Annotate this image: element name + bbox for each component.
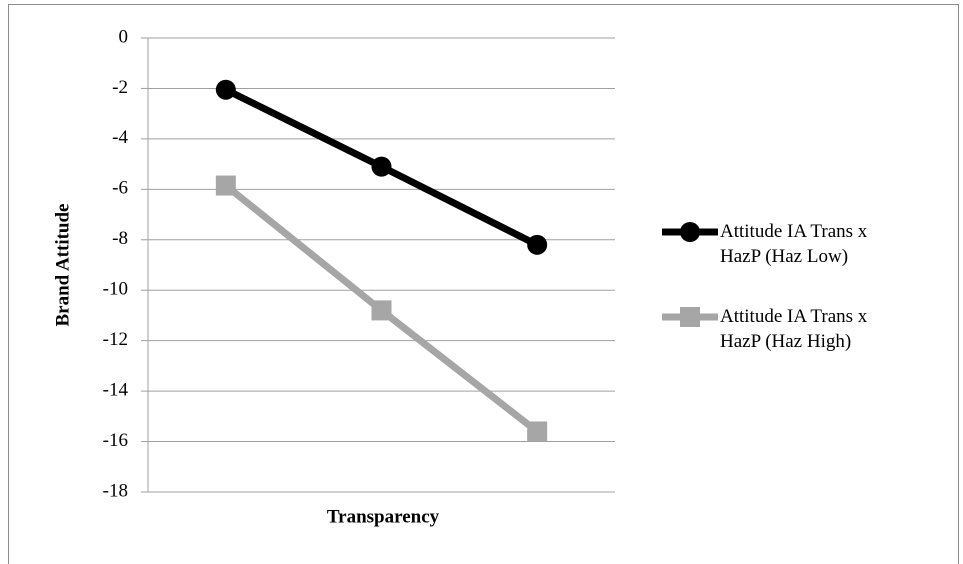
marker xyxy=(215,79,236,100)
y-axis-label: Brand Attitude xyxy=(52,204,73,327)
marker xyxy=(680,222,700,242)
y-tick-label: -14 xyxy=(103,379,129,400)
y-tick-label: -2 xyxy=(112,77,128,98)
marker xyxy=(680,307,700,327)
marker xyxy=(215,175,236,196)
y-tick-label: -18 xyxy=(103,480,128,501)
x-axis-label: Transparency xyxy=(327,506,440,527)
marker xyxy=(371,300,392,321)
y-tick-label: 0 xyxy=(119,26,129,47)
legend-label: Attitude IA Trans x HazP (Haz Low) xyxy=(720,221,868,267)
y-tick-label: -6 xyxy=(112,178,128,199)
legend-label: Attitude IA Trans x HazP (Haz High) xyxy=(720,306,868,352)
y-tick-label: -16 xyxy=(103,430,128,451)
y-tick-label: -4 xyxy=(112,127,128,148)
frame xyxy=(8,4,959,564)
y-tick-label: -12 xyxy=(103,329,128,350)
y-tick-label: -10 xyxy=(103,279,128,300)
y-tick-label: -8 xyxy=(112,228,128,249)
marker xyxy=(527,421,548,442)
marker xyxy=(527,234,548,255)
marker xyxy=(371,156,392,177)
